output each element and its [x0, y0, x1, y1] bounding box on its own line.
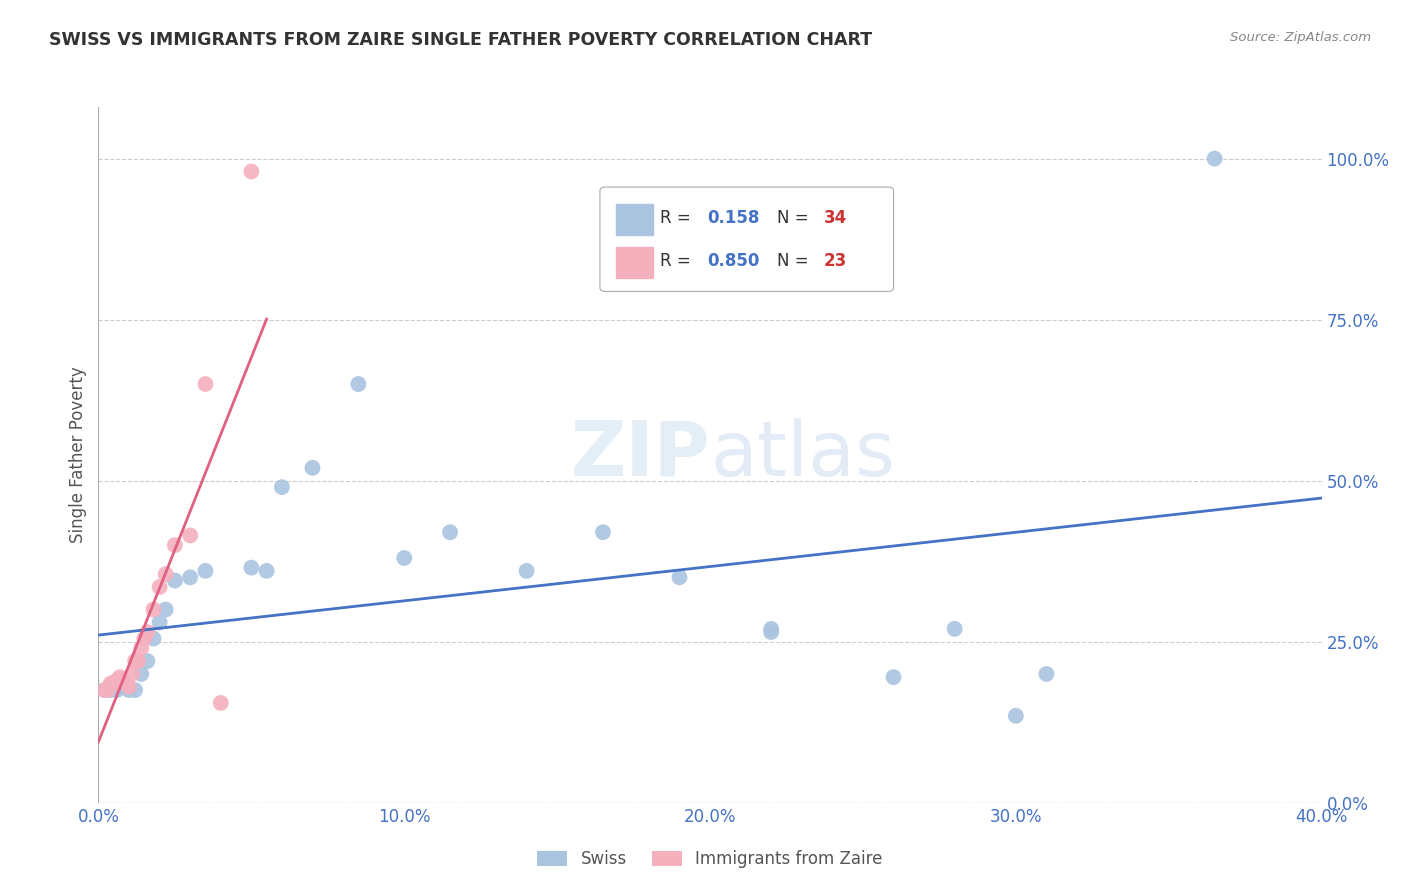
Point — [668, 570, 690, 584]
Point — [108, 673, 131, 688]
Point — [155, 602, 177, 616]
Point — [943, 622, 966, 636]
Point — [127, 654, 149, 668]
Point — [592, 525, 614, 540]
Text: atlas: atlas — [710, 418, 894, 491]
Text: 0.850: 0.850 — [707, 252, 761, 269]
Point — [1035, 667, 1057, 681]
Point — [759, 622, 782, 636]
Point — [129, 667, 152, 681]
Point — [149, 580, 172, 594]
Text: ZIP: ZIP — [571, 418, 710, 491]
Point — [759, 625, 782, 640]
Point — [124, 654, 146, 668]
Point — [179, 570, 201, 584]
Point — [256, 564, 278, 578]
Point — [155, 567, 177, 582]
FancyBboxPatch shape — [600, 187, 894, 292]
Text: N =: N = — [778, 252, 814, 269]
Point — [93, 683, 115, 698]
Text: Source: ZipAtlas.com: Source: ZipAtlas.com — [1230, 31, 1371, 45]
Point — [111, 673, 134, 688]
Point — [136, 654, 159, 668]
Point — [129, 641, 152, 656]
Text: 23: 23 — [824, 252, 846, 269]
Point — [105, 683, 128, 698]
Point — [209, 696, 232, 710]
Y-axis label: Single Father Poverty: Single Father Poverty — [69, 367, 87, 543]
Point — [142, 602, 165, 616]
Point — [179, 528, 201, 542]
Point — [516, 564, 538, 578]
Bar — [616, 204, 652, 235]
Point — [103, 676, 125, 690]
Text: 34: 34 — [824, 209, 846, 227]
Point — [121, 667, 143, 681]
Point — [97, 683, 120, 698]
Point — [100, 683, 122, 698]
Point — [301, 460, 323, 475]
Point — [1004, 708, 1026, 723]
Point — [392, 551, 416, 566]
Point — [149, 615, 172, 630]
Text: R =: R = — [659, 252, 696, 269]
Point — [163, 574, 186, 588]
Point — [118, 683, 141, 698]
Text: 0.158: 0.158 — [707, 209, 761, 227]
Point — [136, 625, 159, 640]
Point — [1204, 152, 1226, 166]
Point — [108, 670, 131, 684]
Point — [100, 676, 122, 690]
Point — [439, 525, 461, 540]
Point — [103, 676, 125, 690]
Point — [97, 683, 120, 698]
Point — [194, 377, 217, 392]
Text: R =: R = — [659, 209, 696, 227]
Bar — [616, 247, 652, 278]
Point — [115, 676, 138, 690]
Point — [142, 632, 165, 646]
Point — [134, 632, 156, 646]
Point — [240, 560, 263, 574]
Point — [105, 673, 128, 688]
Text: N =: N = — [778, 209, 814, 227]
Point — [240, 164, 263, 178]
Point — [163, 538, 186, 552]
Point — [347, 377, 370, 392]
Text: SWISS VS IMMIGRANTS FROM ZAIRE SINGLE FATHER POVERTY CORRELATION CHART: SWISS VS IMMIGRANTS FROM ZAIRE SINGLE FA… — [49, 31, 872, 49]
Point — [270, 480, 292, 494]
Legend: Swiss, Immigrants from Zaire: Swiss, Immigrants from Zaire — [530, 843, 890, 874]
Point — [93, 683, 115, 698]
Point — [194, 564, 217, 578]
Point — [124, 683, 146, 698]
Point — [111, 680, 134, 694]
Point — [118, 680, 141, 694]
Point — [883, 670, 905, 684]
